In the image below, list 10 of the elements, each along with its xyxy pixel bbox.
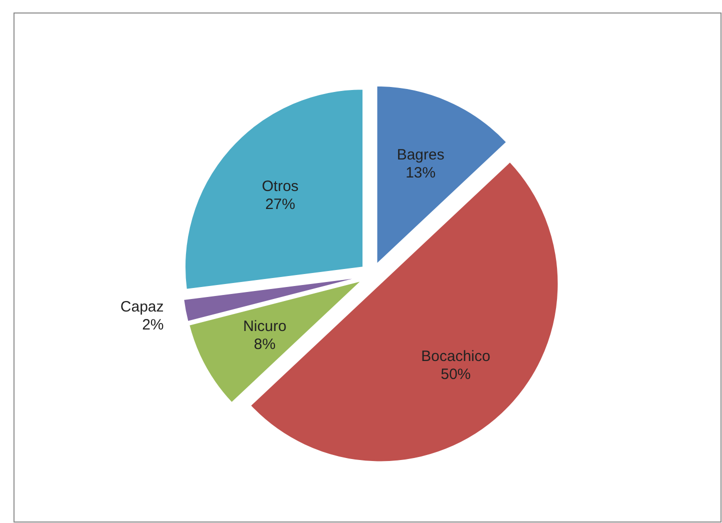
slice-label: Otros [262, 178, 299, 196]
slice-label: Bagres [396, 146, 444, 164]
data-label: 50% [440, 366, 471, 384]
slice-label: Nicuro [243, 318, 286, 335]
data-label: 27% [265, 196, 296, 214]
data-label: 8% [254, 336, 276, 353]
data-label: 2% [142, 316, 164, 334]
slice-label: Capaz [120, 298, 164, 316]
data-label: 13% [406, 164, 436, 182]
slice-label: Bocachico [421, 348, 490, 366]
